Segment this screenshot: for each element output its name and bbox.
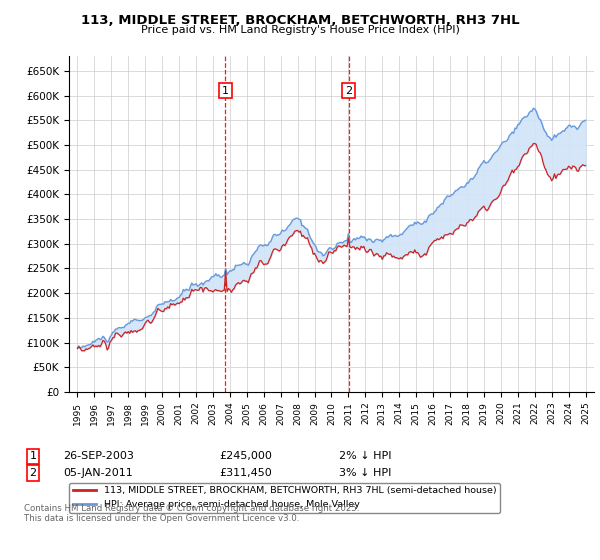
Text: 1: 1 bbox=[222, 86, 229, 96]
Text: 3% ↓ HPI: 3% ↓ HPI bbox=[339, 468, 391, 478]
Text: 2: 2 bbox=[345, 86, 352, 96]
Legend: 113, MIDDLE STREET, BROCKHAM, BETCHWORTH, RH3 7HL (semi-detached house), HPI: Av: 113, MIDDLE STREET, BROCKHAM, BETCHWORTH… bbox=[69, 483, 500, 513]
Text: 113, MIDDLE STREET, BROCKHAM, BETCHWORTH, RH3 7HL: 113, MIDDLE STREET, BROCKHAM, BETCHWORTH… bbox=[80, 14, 520, 27]
Text: 1: 1 bbox=[29, 451, 37, 461]
Text: 2: 2 bbox=[29, 468, 37, 478]
Text: 2% ↓ HPI: 2% ↓ HPI bbox=[339, 451, 391, 461]
Text: £311,450: £311,450 bbox=[219, 468, 272, 478]
Text: Price paid vs. HM Land Registry's House Price Index (HPI): Price paid vs. HM Land Registry's House … bbox=[140, 25, 460, 35]
Text: £245,000: £245,000 bbox=[219, 451, 272, 461]
Text: 26-SEP-2003: 26-SEP-2003 bbox=[63, 451, 134, 461]
Text: Contains HM Land Registry data © Crown copyright and database right 2025.
This d: Contains HM Land Registry data © Crown c… bbox=[24, 504, 359, 524]
Text: 05-JAN-2011: 05-JAN-2011 bbox=[63, 468, 133, 478]
